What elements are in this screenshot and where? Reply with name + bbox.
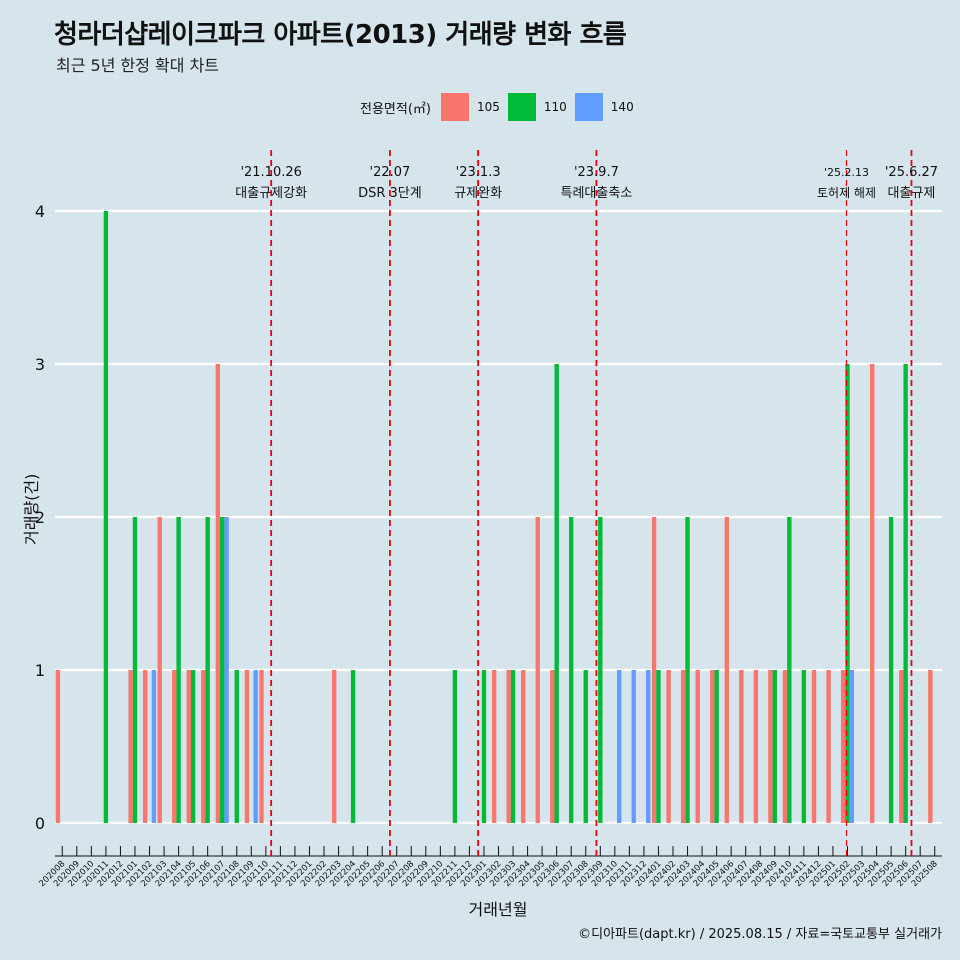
bar-105-202412 [811,670,817,823]
bar-105-202402 [666,670,671,823]
y-tick-label: 4 [35,202,45,221]
event-date-label: '21.10.26 [240,165,301,180]
legend-label-140: 140 [610,100,634,114]
bar-110-202104 [176,517,181,823]
bar-105-202403 [680,670,686,823]
bar-110-202410 [787,517,792,823]
chart-title: 청라더샵레이크파크 아파트(2013) 거래량 변화 흐름 [54,20,627,50]
bar-105-202107 [215,364,221,823]
bar-140-202109 [253,670,258,823]
y-axis-label: 거래량(건) [22,473,41,545]
legend-swatch-105 [440,93,469,121]
bar-105-202401 [651,517,657,823]
bar-140-202102 [151,670,157,823]
bar-110-202403 [685,517,690,823]
bar-110-202301 [481,670,487,823]
bar-105-202508 [928,670,933,823]
bar-105-202303 [506,670,511,823]
bar-110-202306 [554,364,559,823]
bar-105-202105 [186,670,191,823]
event-name-label: 특례대출축소 [561,186,633,201]
bar-105-202102 [142,670,148,823]
bar-110-202502 [845,364,850,823]
bar-105-202103 [157,517,162,823]
bar-105-202501 [826,670,831,823]
bar-105-202110 [259,670,264,823]
event-name-label: DSR 3단계 [358,186,422,201]
bar-105-202410 [782,670,788,823]
bar-105-202404 [695,670,700,823]
y-tick-label: 2 [35,508,45,527]
bar-140-202502 [849,670,855,823]
legend-title: 전용면적(㎡) [360,101,431,117]
bar-105-202101 [128,670,133,823]
bar-110-202505 [888,517,894,823]
legend: 전용면적(㎡) 105 110 140 [360,92,642,122]
bar-105-202504 [870,364,875,823]
bar-105-202306 [550,670,555,823]
bar-140-202107 [224,517,229,823]
event-date-label: '23.9.7 [574,165,619,180]
legend-label-105: 105 [476,100,500,114]
legend-label-110: 110 [543,100,567,114]
event-date-label: '25.2.13 [824,166,869,179]
event-date-label: '23.1.3 [456,165,501,180]
bar-110-202309 [598,517,603,823]
bar-110-202411 [801,670,807,823]
bar-110-202107 [220,517,225,823]
source-caption: ©디아파트(dapt.kr) / 2025.08.15 / 자료=국토교통부 실… [578,927,942,942]
event-date-label: '25.6.27 [885,165,938,180]
bar-110-202307 [569,517,574,823]
legend-item-110: 110 [507,93,567,121]
bar-105-202008 [55,670,61,823]
legend-item-105: 105 [440,93,500,121]
event-date-label: '22.07 [370,165,411,180]
event-name-label: 규제완화 [454,186,502,201]
bar-140-202312 [646,670,651,823]
bar-105-202104 [172,670,177,823]
legend-swatch-110 [507,93,536,121]
bar-105-202407 [739,670,744,823]
bar-105-202405 [710,670,715,823]
bar-105-202406 [724,517,729,823]
x-axis-label: 거래년월 [468,900,528,919]
bar-140-202311 [631,670,636,823]
y-tick-label: 0 [35,814,45,833]
bar-110-202401 [656,670,661,823]
bar-105-202305 [535,517,540,823]
bar-110-202105 [190,670,196,823]
bar-110-202506 [903,364,908,823]
bar-105-202409 [768,670,773,823]
event-name-label: 대출규제강화 [235,186,307,201]
event-name-label: 대출규제 [888,186,936,201]
event-name-label: 토허제 해제 [817,186,876,200]
bar-110-202106 [205,517,210,823]
bar-110-202405 [714,670,719,823]
bar-110-202211 [452,670,458,823]
bar-105-202106 [201,670,206,823]
bar-105-202203 [332,670,337,823]
bar-110-202409 [772,670,777,823]
bar-105-202302 [491,670,497,823]
legend-swatch-140 [574,93,603,121]
bar-140-202310 [617,670,622,823]
bar-110-202108 [234,670,239,823]
chart-subtitle: 최근 5년 한정 확대 차트 [56,56,220,75]
bar-105-202304 [521,670,526,823]
bar-110-202101 [132,517,138,823]
bar-110-202204 [350,670,356,823]
bar-110-202303 [510,670,516,823]
bar-105-202109 [244,670,250,823]
bar-110-202308 [583,670,588,823]
bar-105-202502 [840,670,846,823]
y-tick-label: 1 [35,661,45,680]
legend-item-140: 140 [574,93,634,121]
y-tick-label: 3 [35,355,45,374]
bar-110-202011 [103,211,109,823]
bar-105-202408 [753,670,759,823]
bar-105-202506 [899,670,904,823]
